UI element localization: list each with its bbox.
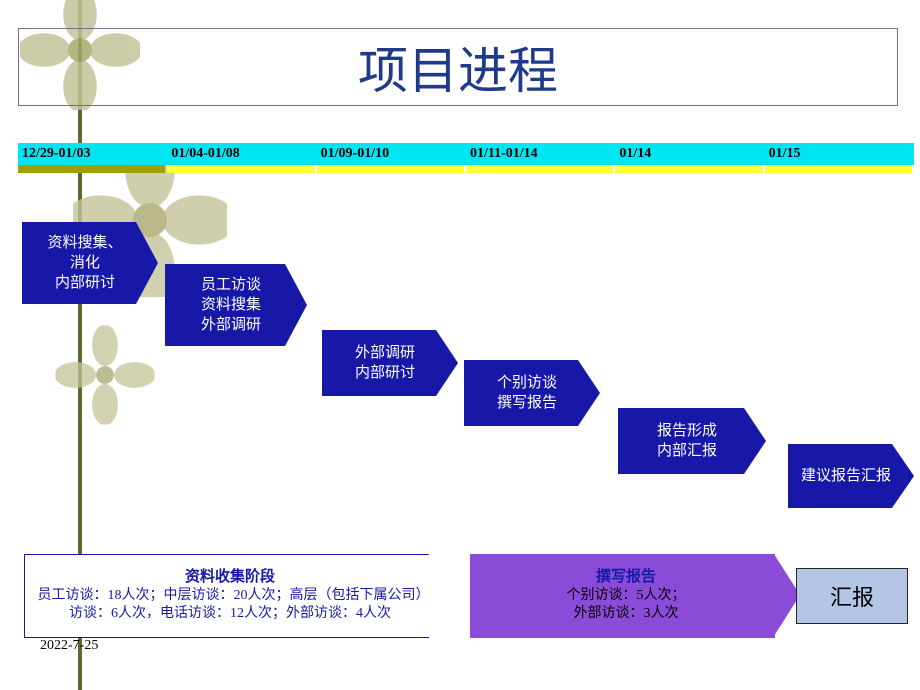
step-label: 外部调研内部研讨 [355,343,415,384]
date-under-cell [167,165,314,173]
phase-box-2: 撰写报告个别访谈：5人次； 外部访谈：3人次 [470,554,800,636]
phase-title: 资料收集阶段 [185,567,275,587]
decor-flower-3 [56,326,155,425]
footer-date: 2022-7-25 [40,638,98,654]
step-box-2: 员工访谈资料搜集外部调研 [165,264,307,346]
date-cell: 01/04-01/08 [167,143,316,165]
date-cell: 01/15 [765,143,914,165]
phase-body: 个别访谈：5人次； 外部访谈：3人次 [567,587,686,623]
report-label: 汇报 [830,580,874,612]
date-under-cell [765,165,912,173]
report-box: 汇报 [796,568,908,624]
date-cell: 01/11-01/14 [466,143,615,165]
step-label: 个别访谈撰写报告 [497,373,557,414]
date-under-cell [18,165,165,173]
step-label: 员工访谈资料搜集外部调研 [201,275,261,336]
step-box-1: 资料搜集、消化内部研讨 [22,222,158,304]
phase-box-1: 资料收集阶段员工访谈：18人次；中层访谈：20人次；高层（包括下属公司）访谈：6… [24,554,454,636]
date-cell: 01/09-01/10 [317,143,466,165]
date-cell: 01/14 [615,143,764,165]
date-under-cell [615,165,762,173]
step-label: 建议报告汇报 [801,466,891,486]
phase-body: 员工访谈：18人次；中层访谈：20人次；高层（包括下属公司）访谈：6人次，电话访… [35,587,425,623]
step-label: 资料搜集、消化内部研讨 [47,233,122,294]
step-box-4: 个别访谈撰写报告 [464,360,600,426]
phase-title: 撰写报告 [596,567,656,587]
date-under-cell [317,165,464,173]
page-title: 项目进程 [358,31,558,103]
step-label: 报告形成内部汇报 [657,421,717,462]
title-box: 项目进程 [18,28,898,106]
date-bar: 12/29-01/0301/04-01/0801/09-01/1001/11-0… [18,143,914,171]
step-box-6: 建议报告汇报 [788,444,914,508]
step-box-3: 外部调研内部研讨 [322,330,458,396]
step-box-5: 报告形成内部汇报 [618,408,766,474]
date-under-cell [466,165,613,173]
date-cell: 12/29-01/03 [18,143,167,165]
